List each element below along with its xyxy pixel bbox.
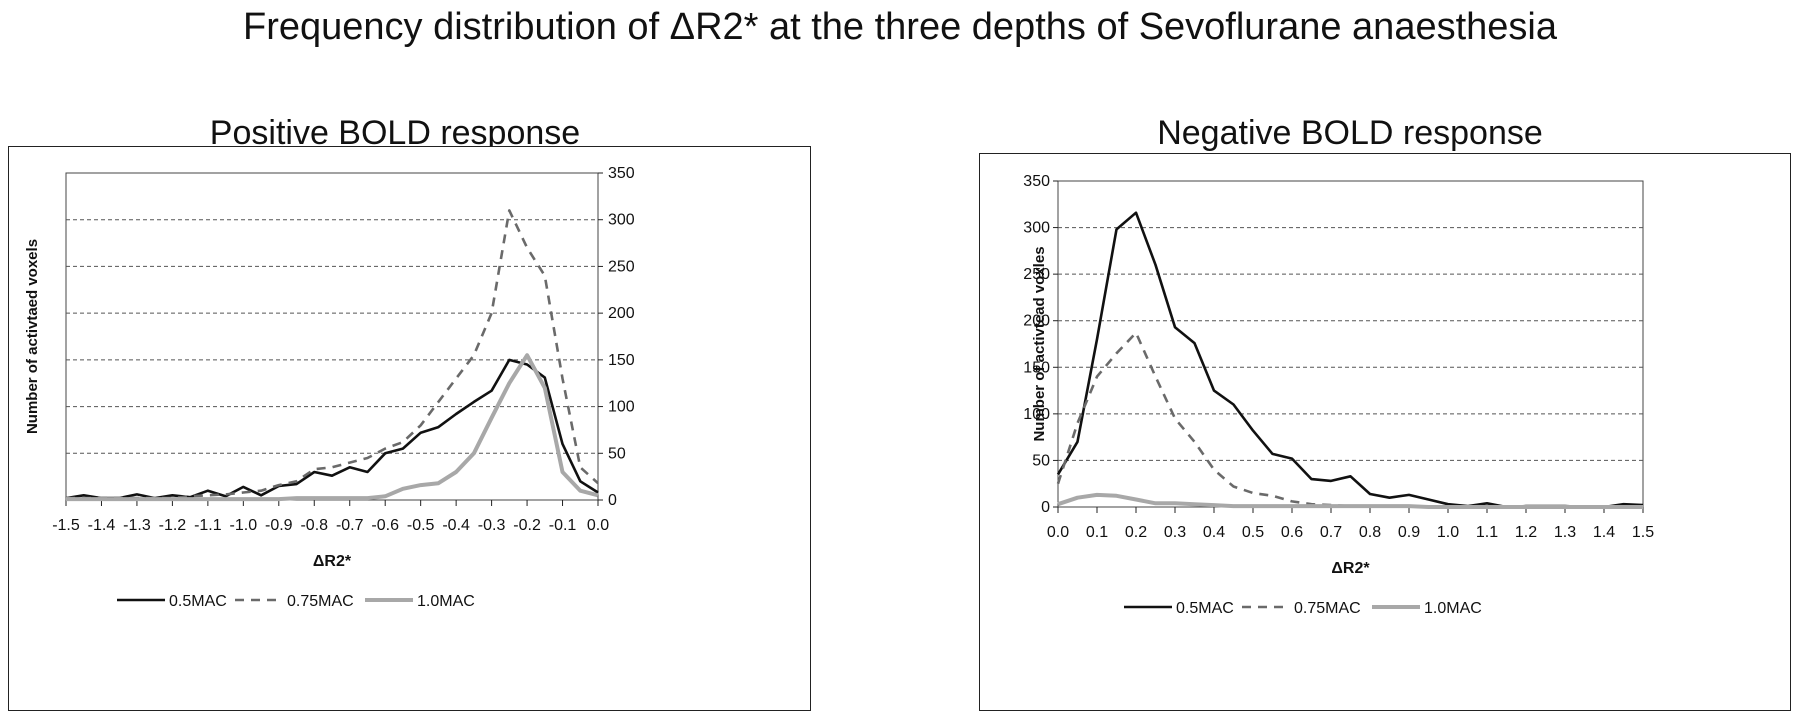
x-axis-label: ΔR2*	[313, 553, 352, 570]
x-tick-label: 0.2	[1125, 524, 1147, 541]
series-line-1.0MAC	[1057, 492, 1643, 509]
x-tick-label: 1.0	[1437, 524, 1459, 541]
plot-area	[1057, 180, 1644, 508]
x-tick-label: -0.5	[407, 517, 435, 534]
x-tick-label: -0.4	[442, 517, 470, 534]
x-tick-label: 1.1	[1476, 524, 1498, 541]
y-tick-label: 100	[1023, 406, 1050, 423]
x-tick-label: 0.0	[1047, 524, 1069, 541]
x-tick-label: 1.5	[1632, 524, 1654, 541]
y-tick-label: 250	[1023, 266, 1050, 283]
x-tick-label: -0.6	[371, 517, 399, 534]
chart-content-negative: 0 50 100 150 200 250 300 350 0.0 0.1 0.2 0.3 0.4 0.5 0…	[1023, 173, 1654, 617]
chart-frame-positive: 0 50 100 150 200 250 300 350 -1.5 -1.4 -1.3 -1.2 -1.…	[8, 146, 811, 711]
x-tick-label: -1.2	[159, 517, 187, 534]
y-axis-label: Number of activtaed voxels	[24, 239, 41, 434]
x-axis-label: ΔR2*	[1331, 560, 1370, 577]
x-tick-label: -1.3	[123, 517, 151, 534]
legend-label-0.5MAC: 0.5MAC	[1176, 600, 1234, 617]
x-tick-label: 0.1	[1086, 524, 1108, 541]
x-tick-label: -0.7	[336, 517, 364, 534]
x-tick-label: 1.4	[1593, 524, 1615, 541]
y-tick-label: 250	[608, 258, 635, 275]
page-title: Frequency distribution of ΔR2* at the th…	[243, 6, 1557, 48]
y-tick-label: 100	[608, 399, 635, 416]
y-tick-label: 50	[1032, 452, 1050, 469]
series-line-0.5MAC	[1056, 211, 1644, 509]
x-tick-label: -1.0	[230, 517, 258, 534]
y-tick-label: 350	[1023, 173, 1050, 190]
x-tick-label: 1.2	[1515, 524, 1537, 541]
y-tick-label: 50	[608, 445, 626, 462]
x-tick-label: 1.3	[1554, 524, 1576, 541]
legend-label-1.0MAC: 1.0MAC	[417, 593, 475, 610]
series-line-0.75MAC	[1056, 331, 1643, 509]
series-line-0.75MAC	[66, 209, 599, 500]
y-tick-label: 0	[1041, 499, 1050, 516]
y-axis-label: Number of activtead voxles	[1031, 246, 1048, 441]
x-tick-label: 0.5	[1242, 524, 1264, 541]
x-tick-label: 0.7	[1320, 524, 1342, 541]
y-tick-label: 0	[608, 492, 617, 509]
positive-bold-chart: 0 50 100 150 200 250 300 350 -1.5 -1.4 -1.3 -1.2 -1.…	[24, 165, 635, 610]
x-tick-label: -1.4	[88, 517, 116, 534]
x-tick-label: -0.8	[300, 517, 328, 534]
negative-bold-chart: 0 50 100 150 200 250 300 350 0.0 0.1 0.2 0.3 0.4 0.5 0…	[1023, 173, 1654, 617]
y-tick-label: 350	[608, 165, 635, 182]
y-tick-label: 150	[608, 352, 635, 369]
x-tick-label: -1.5	[52, 517, 80, 534]
legend-label-0.75MAC: 0.75MAC	[1294, 600, 1361, 617]
y-tick-label: 200	[608, 305, 635, 322]
y-tick-label: 300	[1023, 220, 1050, 237]
legend-label-0.5MAC: 0.5MAC	[169, 593, 227, 610]
legend-label-0.75MAC: 0.75MAC	[287, 593, 354, 610]
x-tick-label: 0.4	[1203, 524, 1225, 541]
x-tick-label: 0.3	[1164, 524, 1186, 541]
series-line-0.5MAC	[65, 358, 599, 500]
x-tick-label: 0.0	[587, 517, 609, 534]
y-tick-label: 200	[1023, 313, 1050, 330]
x-tick-label: -1.1	[194, 517, 222, 534]
plot-area	[65, 172, 599, 501]
legend-label-1.0MAC: 1.0MAC	[1424, 600, 1482, 617]
x-tick-label: -0.2	[513, 517, 541, 534]
chart-title-positive: Positive BOLD response	[209, 114, 581, 152]
x-tick-label: 0.8	[1359, 524, 1381, 541]
x-tick-label: -0.3	[478, 517, 506, 534]
chart-frame-negative: 0 50 100 150 200 250 300 350 0.0 0.1 0.2 0.3 0.4 0.5 0…	[979, 153, 1791, 711]
x-tick-label: -0.1	[549, 517, 577, 534]
x-tick-label: -0.9	[265, 517, 293, 534]
y-tick-label: 150	[1023, 359, 1050, 376]
x-tick-label: 0.6	[1281, 524, 1303, 541]
chart-title-negative: Negative BOLD response	[1157, 114, 1543, 152]
series-line-1.0MAC	[66, 353, 599, 502]
x-tick-label: 0.9	[1398, 524, 1420, 541]
y-tick-label: 300	[608, 212, 635, 229]
